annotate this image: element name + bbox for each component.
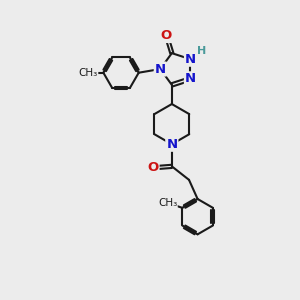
Text: CH₃: CH₃ [79, 68, 98, 78]
Text: N: N [185, 72, 196, 85]
Text: O: O [147, 161, 159, 174]
Text: CH₃: CH₃ [158, 198, 177, 208]
Text: N: N [185, 53, 196, 66]
Text: N: N [166, 138, 177, 151]
Text: N: N [155, 62, 166, 76]
Text: O: O [161, 29, 172, 42]
Text: H: H [197, 46, 206, 56]
